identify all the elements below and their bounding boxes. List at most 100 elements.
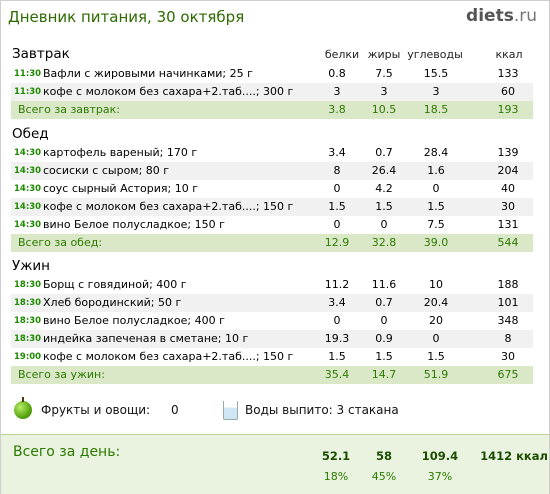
food-name[interactable]: Вафли с жировыми начинками; 25 г (43, 67, 253, 80)
meal-title-breakfast: Завтрак (12, 46, 70, 62)
food-kcal: 8 (504, 332, 512, 345)
water-glass-icon (223, 401, 238, 420)
food-name[interactable]: Хлеб бородинский; 50 г (43, 296, 182, 309)
food-time: 11:30 (14, 87, 42, 97)
food-fat: 3 (380, 85, 388, 98)
food-row[interactable]: 18:30 Борщ с говядиной; 400 г 11.2 11.6 … (11, 276, 533, 294)
food-kcal: 30 (501, 200, 515, 213)
meal-total-label: Всего за ужин: (18, 368, 105, 381)
fruits-label: Фрукты и овощи: (41, 403, 151, 417)
food-row[interactable]: 19:00 кофе с молоком без сахара+2.таб...… (11, 348, 533, 366)
food-kcal: 101 (497, 296, 519, 309)
food-protein: 1.5 (328, 200, 346, 213)
total-fat: 14.7 (371, 368, 397, 381)
food-name[interactable]: индейка запеченая в сметане; 10 г (43, 332, 249, 345)
day-kcal: 1412 ккал (480, 449, 548, 463)
food-kcal: 131 (497, 218, 519, 231)
food-protein: 0 (333, 182, 341, 195)
food-name[interactable]: кофе с молоком без сахара+2.таб....; 300… (43, 85, 294, 98)
food-fat: 0 (380, 314, 388, 327)
day-carbs-pct: 37% (427, 470, 453, 483)
food-protein: 11.2 (324, 278, 350, 291)
food-fat: 0 (380, 218, 388, 231)
diets-logo[interactable]: diets.ru (466, 6, 537, 26)
food-time: 14:30 (14, 202, 42, 212)
meal-total-row: Всего за ужин: 35.4 14.7 51.9 675 (11, 366, 533, 384)
total-protein: 35.4 (324, 368, 350, 381)
total-protein: 12.9 (324, 236, 350, 249)
food-name[interactable]: кофе с молоком без сахара+2.таб....; 150… (43, 200, 294, 213)
food-time: 14:30 (14, 220, 42, 230)
food-time: 14:30 (14, 184, 42, 194)
water-label: Воды выпито: 3 стакана (245, 403, 399, 417)
food-kcal: 348 (497, 314, 519, 327)
day-protein-pct: 18% (323, 470, 349, 483)
total-kcal: 675 (497, 368, 519, 381)
day-total-bar: Всего за день: 52.1 58 109.4 1412 ккал 1… (1, 434, 549, 494)
meal-title-lunch: Обед (12, 126, 49, 142)
total-carbs: 39.0 (423, 236, 449, 249)
total-carbs: 18.5 (423, 103, 449, 116)
food-time: 18:30 (14, 316, 42, 326)
food-row[interactable]: 18:30 Хлеб бородинский; 50 г 3.4 0.7 20.… (11, 294, 533, 312)
food-carbs: 28.4 (423, 146, 449, 159)
food-protein: 3 (333, 85, 341, 98)
food-fat: 1.5 (375, 200, 393, 213)
food-name[interactable]: кофе с молоком без сахара+2.таб....; 150… (43, 350, 294, 363)
food-time: 14:30 (14, 148, 42, 158)
food-kcal: 133 (497, 67, 519, 80)
food-time: 18:30 (14, 280, 42, 290)
food-fat: 7.5 (375, 67, 393, 80)
food-row[interactable]: 14:30 сосиски с сыром; 80 г 8 26.4 1.6 2… (11, 162, 533, 180)
food-carbs: 15.5 (423, 67, 449, 80)
food-kcal: 188 (497, 278, 519, 291)
fruits-value: 0 (171, 403, 179, 417)
page-title: Дневник питания, 30 октября (8, 8, 245, 26)
food-name[interactable]: вино Белое полусладкое; 400 г (43, 314, 225, 327)
food-name[interactable]: картофель вареный; 170 г (43, 146, 198, 159)
food-name[interactable]: вино Белое полусладкое; 150 г (43, 218, 225, 231)
total-fat: 10.5 (371, 103, 397, 116)
food-name[interactable]: сосиски с сыром; 80 г (43, 164, 170, 177)
food-name[interactable]: соус сырный Астория; 10 г (43, 182, 199, 195)
food-carbs: 1.5 (427, 350, 445, 363)
total-protein: 3.8 (328, 103, 346, 116)
food-protein: 1.5 (328, 350, 346, 363)
food-protein: 3.4 (328, 296, 346, 309)
food-time: 11:30 (14, 69, 42, 79)
food-row[interactable]: 11:30 Вафли с жировыми начинками; 25 г 0… (11, 65, 533, 83)
meal-total-row: Всего за завтрак: 3.8 10.5 18.5 193 (11, 101, 533, 119)
meal-total-label: Всего за завтрак: (18, 103, 121, 116)
meal-total-row: Всего за обед: 12.9 32.8 39.0 544 (11, 234, 533, 252)
day-protein: 52.1 (321, 449, 351, 463)
column-fat: жиры (367, 48, 401, 61)
food-row[interactable]: 14:30 вино Белое полусладкое; 150 г 0 0 … (11, 216, 533, 234)
food-fat: 0.9 (375, 332, 393, 345)
food-carbs: 20 (429, 314, 443, 327)
food-time: 18:30 (14, 298, 42, 308)
food-time: 19:00 (14, 352, 42, 362)
day-fat: 58 (375, 449, 392, 463)
food-fat: 26.4 (371, 164, 397, 177)
food-carbs: 7.5 (427, 218, 445, 231)
food-kcal: 139 (497, 146, 519, 159)
food-row[interactable]: 14:30 картофель вареный; 170 г 3.4 0.7 2… (11, 144, 533, 162)
total-kcal: 193 (497, 103, 519, 116)
meal-total-label: Всего за обед: (18, 236, 103, 249)
food-carbs: 20.4 (423, 296, 449, 309)
food-row[interactable]: 14:30 соус сырный Астория; 10 г 0 4.2 0 … (11, 180, 533, 198)
food-row[interactable]: 18:30 индейка запеченая в сметане; 10 г … (11, 330, 533, 348)
food-row[interactable]: 11:30 кофе с молоком без сахара+2.таб...… (11, 83, 533, 101)
food-time: 18:30 (14, 334, 42, 344)
food-kcal: 40 (501, 182, 515, 195)
food-protein: 19.3 (324, 332, 350, 345)
meal-title-dinner: Ужин (12, 258, 50, 274)
food-name[interactable]: Борщ с говядиной; 400 г (43, 278, 187, 291)
food-row[interactable]: 18:30 вино Белое полусладкое; 400 г 0 0 … (11, 312, 533, 330)
food-kcal: 30 (501, 350, 515, 363)
column-carbs: углеводы (407, 48, 463, 61)
logo-main: diets (466, 6, 514, 26)
extras-row: Фрукты и овощи: 0 Воды выпито: 3 стакана (11, 397, 531, 423)
food-row[interactable]: 14:30 кофе с молоком без сахара+2.таб...… (11, 198, 533, 216)
